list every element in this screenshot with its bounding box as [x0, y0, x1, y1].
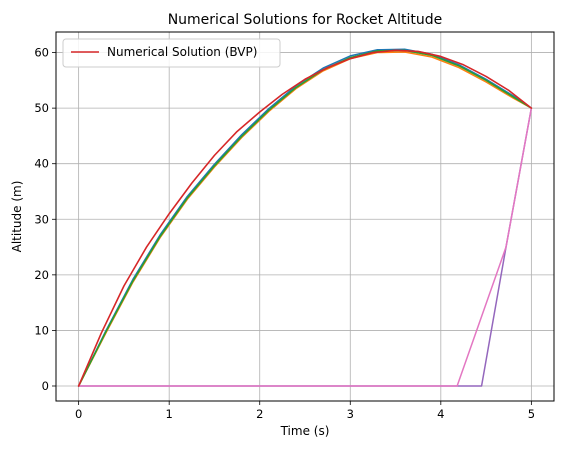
- plot-frame: [55, 31, 555, 402]
- y-tick-label: 0: [42, 379, 49, 393]
- x-tick-label: 3: [347, 407, 354, 421]
- grid: [56, 32, 554, 401]
- y-tick-label: 50: [34, 101, 49, 115]
- series-line-2: [77, 48, 533, 387]
- legend-label: Numerical Solution (BVP): [107, 45, 257, 59]
- series-line-1: [77, 49, 533, 387]
- x-tick-label: 0: [75, 407, 82, 421]
- chart-title: Numerical Solutions for Rocket Altitude: [168, 12, 443, 28]
- series-line-6: [77, 107, 533, 387]
- legend-box: [62, 38, 281, 68]
- y-tick-label: 10: [34, 323, 49, 337]
- series-lines: [77, 48, 533, 387]
- series-line-4: [77, 49, 533, 387]
- y-tick-label: 60: [34, 46, 49, 60]
- y-tick-label: 40: [34, 157, 49, 171]
- y-tick-label: 20: [34, 268, 49, 282]
- x-tick-label: 5: [528, 407, 535, 421]
- x-tick-label: 4: [437, 407, 444, 421]
- x-tick-label: 1: [166, 407, 173, 421]
- x-axis-label: Time (s): [280, 424, 330, 438]
- y-tick-label: 30: [34, 212, 49, 226]
- y-axis-label: Altitude (m): [10, 181, 24, 253]
- legend: Numerical Solution (BVP): [62, 38, 281, 68]
- x-tick-label: 2: [256, 407, 263, 421]
